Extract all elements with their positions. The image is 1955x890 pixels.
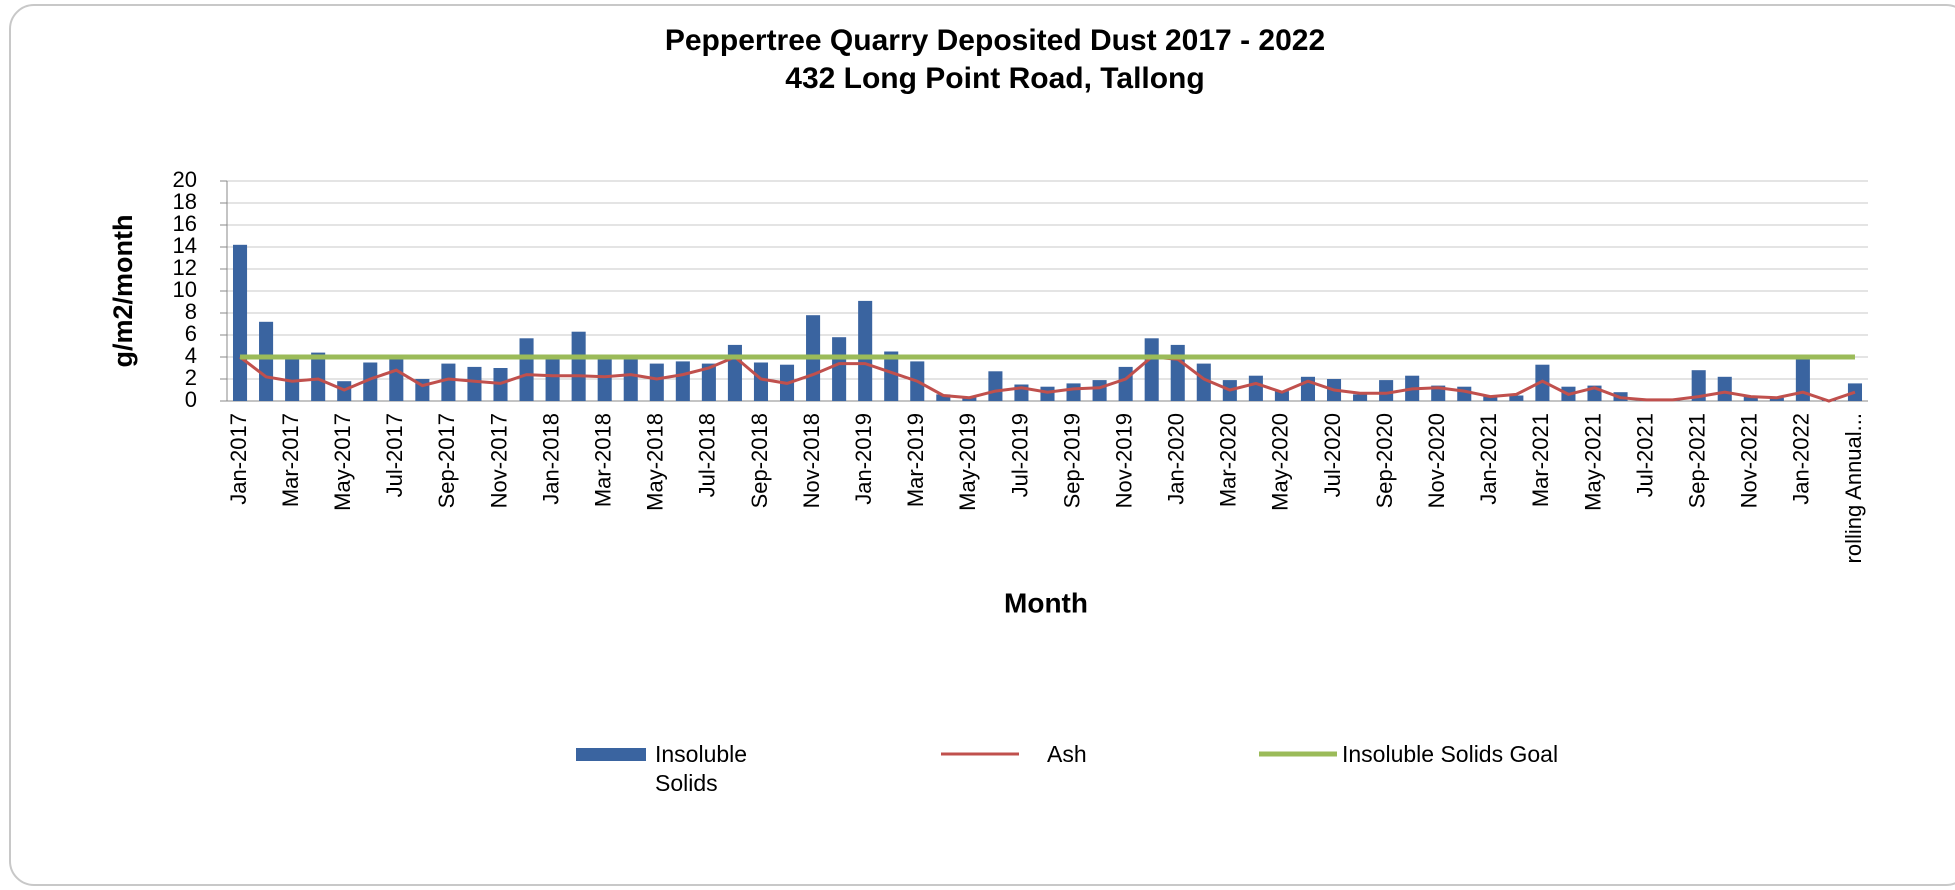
bar bbox=[753, 362, 769, 401]
bar bbox=[1717, 376, 1732, 401]
x-tick-label: Mar-2020 bbox=[1216, 413, 1241, 507]
bar bbox=[1795, 358, 1810, 401]
bar bbox=[988, 371, 1003, 401]
bar bbox=[519, 338, 534, 401]
x-tick-label: Jul-2019 bbox=[1007, 413, 1032, 497]
x-tick-label: Sep-2019 bbox=[1059, 413, 1084, 508]
x-tick-label: Nov-2021 bbox=[1737, 413, 1762, 508]
bar bbox=[1066, 383, 1081, 401]
bar bbox=[467, 366, 482, 401]
y-tick-label: 18 bbox=[173, 189, 197, 214]
y-axis-label: g/m2/month bbox=[108, 215, 138, 368]
chart-subtitle: 432 Long Point Road, Tallong bbox=[785, 62, 1204, 95]
bar bbox=[1691, 370, 1706, 401]
bar bbox=[1509, 395, 1524, 401]
bar bbox=[571, 331, 586, 401]
legend-label: Ash bbox=[1047, 741, 1087, 767]
x-tick-label: Jan-2017 bbox=[226, 413, 251, 505]
bar bbox=[1248, 375, 1263, 401]
y-tick-label: 16 bbox=[173, 211, 197, 236]
x-tick-label: Mar-2017 bbox=[278, 413, 303, 507]
x-tick-label: Mar-2018 bbox=[591, 413, 616, 507]
x-tick-label: May-2018 bbox=[643, 413, 668, 511]
x-tick-label: Jan-2022 bbox=[1789, 413, 1814, 505]
bar bbox=[1092, 380, 1107, 401]
x-tick-label: rolling Annual... bbox=[1841, 413, 1866, 563]
bar bbox=[1353, 394, 1368, 401]
y-tick-label: 10 bbox=[173, 277, 197, 302]
x-tick-label: Jul-2021 bbox=[1632, 413, 1657, 497]
bar bbox=[363, 362, 378, 401]
y-tick-label: 2 bbox=[185, 365, 197, 390]
bar bbox=[311, 352, 326, 401]
y-tick-label: 6 bbox=[185, 321, 197, 346]
bar bbox=[1274, 391, 1289, 401]
bar bbox=[1379, 380, 1394, 401]
bar bbox=[1144, 338, 1159, 401]
bar bbox=[1170, 344, 1185, 401]
bar bbox=[936, 394, 951, 401]
bar bbox=[1457, 386, 1472, 401]
x-tick-label: Sep-2020 bbox=[1372, 413, 1397, 508]
x-tick-label: Mar-2019 bbox=[903, 413, 928, 507]
x-tick-label: May-2019 bbox=[955, 413, 980, 511]
y-tick-label: 14 bbox=[173, 233, 197, 258]
x-tick-label: Jan-2021 bbox=[1476, 413, 1501, 505]
legend-label: Insoluble Solids Goal bbox=[1342, 741, 1559, 767]
bar bbox=[545, 359, 560, 401]
x-tick-label: May-2020 bbox=[1268, 413, 1293, 511]
y-tick-label: 8 bbox=[185, 299, 197, 324]
bar bbox=[441, 363, 456, 401]
x-tick-label: Sep-2017 bbox=[434, 413, 459, 508]
bar bbox=[1196, 363, 1211, 401]
x-tick-label: Sep-2018 bbox=[747, 413, 772, 508]
bar bbox=[884, 351, 899, 401]
bar bbox=[232, 244, 248, 401]
y-tick-label: 20 bbox=[173, 167, 197, 192]
x-tick-label: May-2021 bbox=[1580, 413, 1605, 511]
chart-title: Peppertree Quarry Deposited Dust 2017 - … bbox=[665, 24, 1325, 57]
y-tick-label: 4 bbox=[185, 343, 197, 368]
bar bbox=[649, 363, 664, 401]
x-tick-label: Jan-2018 bbox=[538, 413, 563, 505]
y-tick-label: 0 bbox=[185, 387, 197, 412]
x-tick-label: Jul-2020 bbox=[1320, 413, 1345, 497]
bar bbox=[259, 321, 274, 401]
bar bbox=[1118, 366, 1133, 401]
bar bbox=[832, 337, 847, 401]
bar bbox=[727, 344, 742, 401]
x-tick-label: Nov-2019 bbox=[1111, 413, 1136, 508]
x-tick-label: Jul-2017 bbox=[382, 413, 407, 497]
bar bbox=[1483, 395, 1498, 401]
bar bbox=[1040, 386, 1055, 401]
legend-label: Insoluble Solids bbox=[655, 741, 748, 796]
bar bbox=[675, 361, 690, 401]
x-tick-label: Jan-2020 bbox=[1164, 413, 1189, 505]
bar bbox=[701, 363, 716, 401]
x-tick-label: Nov-2017 bbox=[486, 413, 511, 508]
x-tick-label: Jan-2019 bbox=[851, 413, 876, 505]
bar bbox=[1769, 397, 1784, 401]
x-tick-label: May-2017 bbox=[330, 413, 355, 511]
bar bbox=[1743, 396, 1758, 401]
line bbox=[239, 355, 1856, 403]
x-tick-label: Nov-2018 bbox=[799, 413, 824, 508]
bar bbox=[623, 359, 638, 401]
bar bbox=[597, 359, 612, 401]
x-tick-label: Jul-2018 bbox=[695, 413, 720, 497]
y-tick-label: 12 bbox=[173, 255, 197, 280]
bar bbox=[858, 300, 873, 401]
x-tick-label: Nov-2020 bbox=[1424, 413, 1449, 508]
x-axis-label: Month bbox=[1004, 587, 1088, 618]
x-tick-label: Mar-2021 bbox=[1528, 413, 1553, 507]
bar bbox=[389, 359, 404, 401]
legend-swatch bbox=[576, 748, 646, 761]
x-tick-label: Sep-2021 bbox=[1685, 413, 1710, 508]
